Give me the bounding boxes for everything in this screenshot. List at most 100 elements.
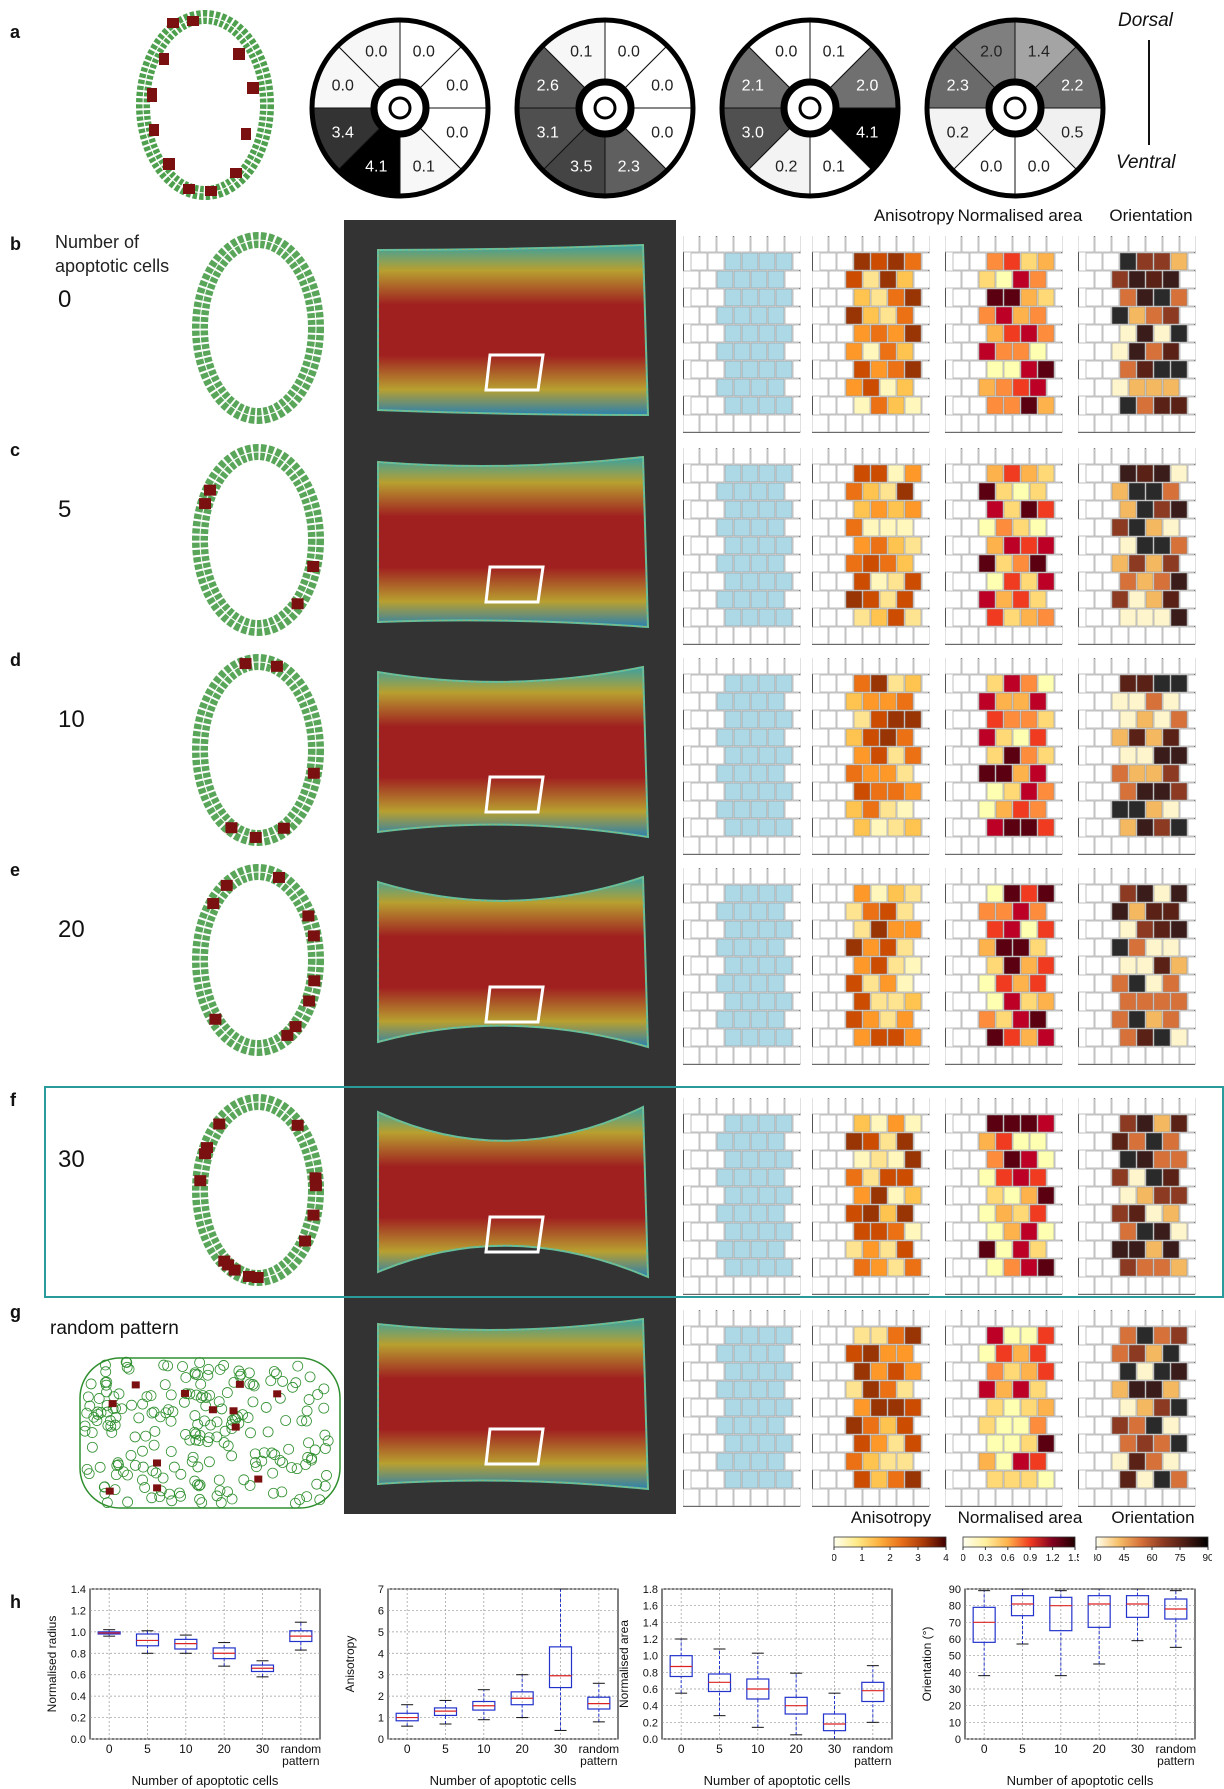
pie-outline bbox=[514, 17, 696, 199]
tube-cell bbox=[145, 1390, 157, 1402]
cell bbox=[1187, 324, 1196, 343]
cell bbox=[887, 536, 905, 555]
cell bbox=[1153, 1186, 1171, 1205]
cell bbox=[1170, 710, 1188, 729]
cell bbox=[750, 1046, 768, 1065]
tube-cell bbox=[245, 1427, 256, 1439]
cell bbox=[1179, 1098, 1196, 1115]
cell bbox=[836, 396, 854, 415]
cell bbox=[986, 1258, 1004, 1277]
cell bbox=[904, 992, 922, 1011]
tube-cell bbox=[98, 1481, 110, 1493]
cell bbox=[767, 236, 785, 253]
apoptotic-cell bbox=[153, 1459, 162, 1467]
x-tick-label: 0 bbox=[106, 1742, 113, 1756]
cell bbox=[921, 782, 930, 801]
anisotropy-panel bbox=[812, 658, 930, 855]
tube-cell bbox=[218, 1437, 230, 1448]
cell bbox=[945, 1204, 962, 1223]
cell bbox=[1170, 1362, 1188, 1381]
cell bbox=[741, 1114, 759, 1133]
area-panel bbox=[945, 448, 1063, 645]
cell bbox=[995, 1010, 1013, 1029]
cell bbox=[879, 1046, 897, 1065]
boxplot-0: 0.00.20.40.60.81.01.21.40 5 10 20 30 randompa… bbox=[45, 1584, 321, 1788]
plot-frame bbox=[89, 1588, 321, 1740]
plot-frame bbox=[387, 1588, 619, 1740]
panel-letter-h: h bbox=[10, 1592, 21, 1612]
y-tick-label: 5 bbox=[378, 1627, 384, 1639]
cell bbox=[1145, 306, 1163, 325]
cell bbox=[724, 710, 742, 729]
cell bbox=[853, 818, 871, 837]
cell bbox=[1078, 1310, 1095, 1327]
cell bbox=[828, 658, 846, 675]
pie-center-dot bbox=[593, 96, 617, 120]
cell bbox=[819, 324, 837, 343]
cell bbox=[904, 1470, 922, 1489]
tube-cell bbox=[277, 1457, 288, 1468]
tube-cell bbox=[122, 1496, 133, 1508]
cell bbox=[1003, 1258, 1021, 1277]
cell bbox=[1029, 518, 1047, 537]
cell bbox=[819, 710, 837, 729]
cell bbox=[1054, 1326, 1063, 1345]
cell bbox=[1012, 1380, 1030, 1399]
cell bbox=[1037, 1028, 1055, 1047]
pie-value: 0.0 bbox=[332, 77, 354, 94]
cell bbox=[853, 500, 871, 519]
cell bbox=[683, 1046, 700, 1065]
cell bbox=[969, 1434, 987, 1453]
cell bbox=[775, 920, 793, 939]
cell bbox=[716, 414, 734, 433]
cell bbox=[913, 236, 930, 253]
cell bbox=[733, 1132, 751, 1151]
tube-cell bbox=[262, 1426, 274, 1438]
cell bbox=[1111, 1046, 1129, 1065]
cell bbox=[1119, 818, 1137, 837]
cell bbox=[978, 1452, 996, 1471]
tracked-region-box bbox=[484, 565, 545, 604]
cell bbox=[1020, 818, 1038, 837]
cell bbox=[683, 448, 700, 465]
cell bbox=[1179, 1380, 1196, 1399]
cell bbox=[1046, 1240, 1063, 1259]
cell bbox=[862, 868, 880, 885]
cell bbox=[836, 288, 854, 307]
cell bbox=[904, 884, 922, 903]
tube-cell bbox=[126, 1399, 137, 1411]
cell bbox=[986, 1114, 1004, 1133]
cell bbox=[1012, 342, 1030, 361]
cell bbox=[1054, 884, 1063, 903]
cell bbox=[812, 658, 829, 675]
cell bbox=[775, 608, 793, 627]
cell bbox=[1037, 992, 1055, 1011]
cell bbox=[1187, 818, 1196, 837]
cell bbox=[683, 692, 700, 711]
cell bbox=[1162, 1010, 1180, 1029]
cell bbox=[969, 1114, 987, 1133]
cell bbox=[913, 270, 930, 289]
tracked-cells-panel bbox=[683, 868, 801, 1065]
cell bbox=[1029, 800, 1047, 819]
cell bbox=[1136, 572, 1154, 591]
cell bbox=[1153, 1222, 1171, 1241]
cell bbox=[1119, 396, 1137, 415]
cell bbox=[1054, 500, 1063, 519]
cell bbox=[750, 1010, 768, 1029]
simulation-mesh bbox=[377, 875, 650, 1049]
cell bbox=[870, 1326, 888, 1345]
row-header: Number of apoptotic cells bbox=[55, 232, 170, 276]
cell bbox=[913, 1010, 930, 1029]
cell bbox=[828, 692, 846, 711]
cell bbox=[1170, 884, 1188, 903]
cell bbox=[724, 572, 742, 591]
cell bbox=[995, 1204, 1013, 1223]
cell bbox=[784, 1132, 801, 1151]
cell bbox=[961, 1488, 979, 1507]
cell bbox=[1145, 1488, 1163, 1507]
cell bbox=[995, 902, 1013, 921]
colorbar-tick-label: 90 bbox=[1202, 1553, 1212, 1564]
cell bbox=[733, 518, 751, 537]
cell bbox=[853, 920, 871, 939]
